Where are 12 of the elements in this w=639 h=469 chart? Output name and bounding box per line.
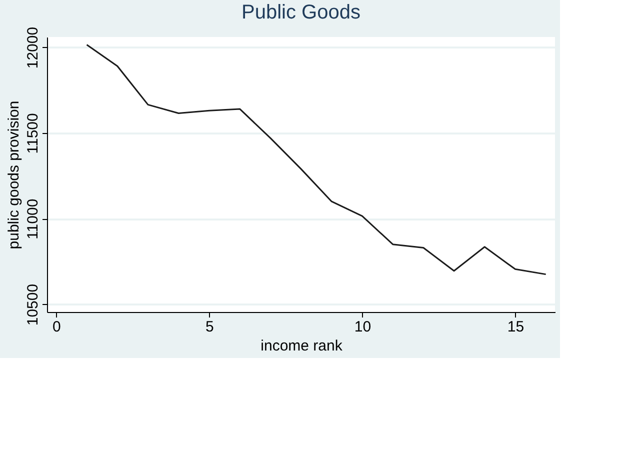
x-tick-label: 15 [507, 318, 524, 336]
x-tick-label: 10 [354, 318, 372, 336]
chart-title: Public Goods [242, 1, 360, 24]
x-tick-label: 0 [52, 318, 61, 336]
x-tick-label: 5 [206, 318, 214, 336]
y-axis-title: public goods provision [6, 100, 22, 250]
y-tick-label: 10500 [24, 284, 42, 326]
y-tick-label: 11500 [24, 113, 42, 154]
line-series [86, 44, 547, 276]
x-axis-title: income rank [260, 338, 343, 354]
y-tick-label: 12000 [24, 26, 42, 69]
y-tick-label: 11000 [24, 198, 42, 240]
